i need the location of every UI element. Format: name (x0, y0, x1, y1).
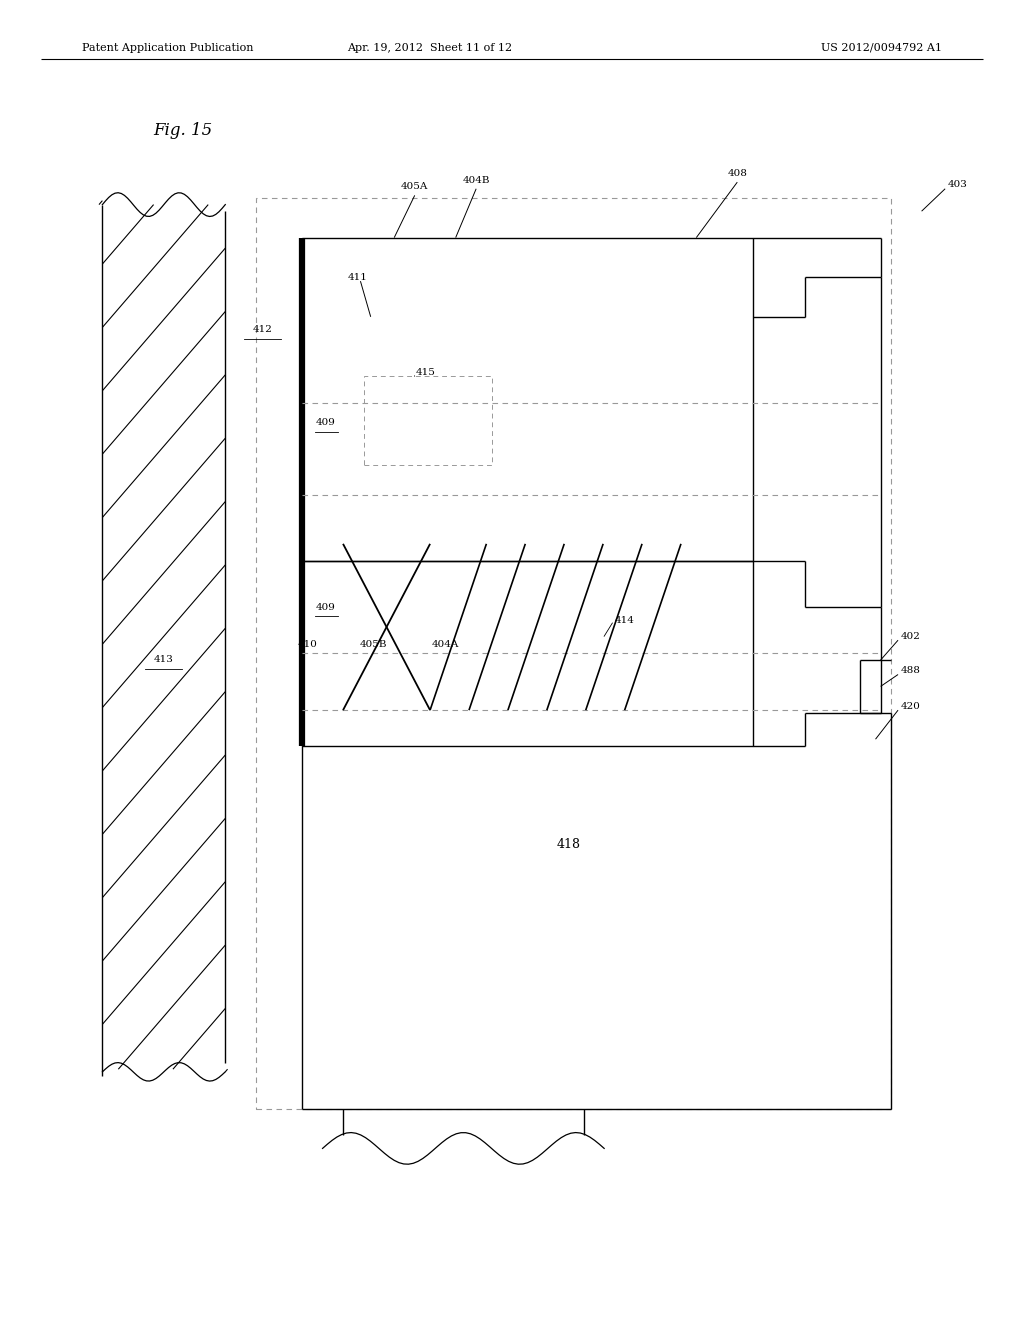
Text: 403: 403 (947, 181, 967, 189)
Bar (302, 238, 753, 561)
Text: Patent Application Publication: Patent Application Publication (82, 42, 253, 53)
Text: 404A: 404A (432, 640, 459, 649)
Text: 411: 411 (348, 273, 368, 281)
Bar (364, 376, 492, 465)
Text: 410: 410 (297, 640, 317, 649)
Text: 414: 414 (614, 616, 634, 624)
Text: 488: 488 (901, 667, 921, 675)
Text: 409: 409 (315, 418, 335, 426)
Text: US 2012/0094792 A1: US 2012/0094792 A1 (821, 42, 942, 53)
Text: 412: 412 (252, 326, 272, 334)
Text: 402: 402 (901, 632, 921, 640)
Bar (302, 561, 753, 746)
Text: 404B: 404B (463, 176, 489, 185)
Text: 413: 413 (154, 656, 174, 664)
Text: 405B: 405B (360, 640, 387, 649)
Bar (256, 198, 891, 1109)
Text: Apr. 19, 2012  Sheet 11 of 12: Apr. 19, 2012 Sheet 11 of 12 (347, 42, 513, 53)
Text: 408: 408 (727, 169, 748, 178)
Text: 420: 420 (901, 702, 921, 710)
Text: 415: 415 (416, 368, 435, 376)
Text: Fig. 15: Fig. 15 (154, 121, 213, 139)
Text: 418: 418 (556, 838, 581, 851)
Text: 409: 409 (315, 603, 335, 611)
Text: 405A: 405A (401, 182, 428, 191)
